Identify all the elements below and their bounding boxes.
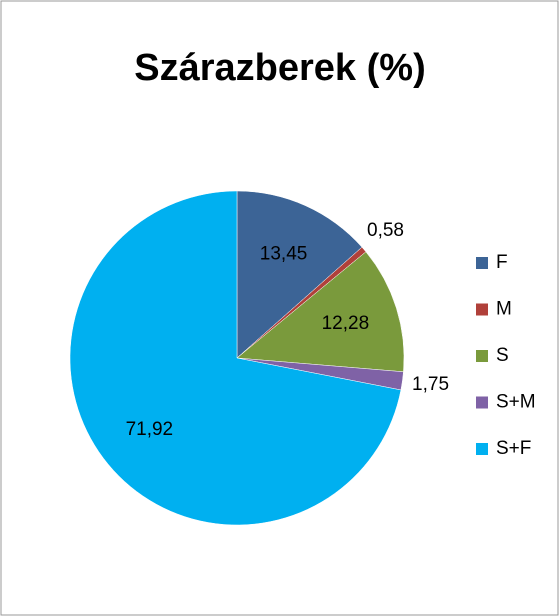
legend-swatch [476,257,488,269]
legend-label: F [496,252,508,273]
data-label: 71,92 [126,419,174,440]
legend-label: S [496,345,509,366]
data-label: 12,28 [322,313,370,334]
legend-swatch [476,303,488,316]
pie-slice [236,251,405,373]
data-label: 13,45 [260,243,308,264]
data-label: 0,58 [367,220,404,241]
chart-title: Szárazberek (%) [134,47,425,89]
legend-swatch [476,350,488,362]
pie-slice [69,190,402,526]
legend-swatch [476,443,488,455]
legend-label: S+M [496,392,536,413]
legend-label: M [496,299,512,320]
data-label: 1,75 [412,374,449,395]
legend-label: S+F [496,438,531,459]
legend-swatch [476,396,488,409]
pie-slice [236,190,363,359]
